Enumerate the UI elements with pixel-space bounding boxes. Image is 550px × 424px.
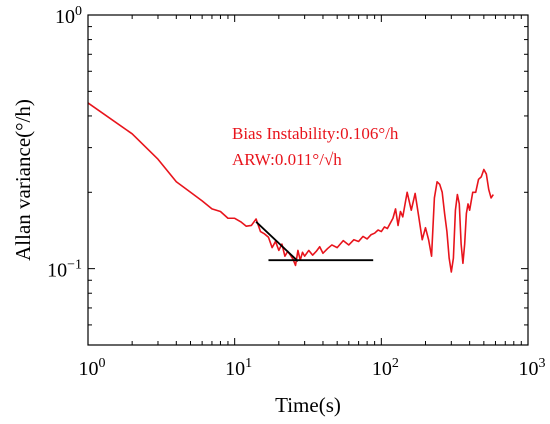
y-tick-label: 100	[55, 4, 82, 28]
y-axis-label: Allan variance(°/h)	[11, 99, 35, 261]
x-tick-label: 102	[372, 356, 399, 380]
plot-frame	[87, 14, 529, 346]
allan-variance-curve	[87, 102, 494, 273]
arw-fit-line	[255, 221, 299, 262]
x-tick-label: 100	[79, 356, 106, 380]
y-tick-label: 10−1	[47, 258, 82, 282]
tick-labels: 100 101 102 103 10−1 100	[47, 4, 545, 380]
series-group	[87, 102, 494, 273]
tick-marks	[87, 14, 528, 346]
x-tick-label: 103	[519, 356, 546, 380]
x-tick-label: 101	[225, 356, 252, 380]
bias-instability-annotation: Bias Instability:0.106°/h	[232, 124, 399, 143]
x-axis-label: Time(s)	[275, 393, 341, 417]
arw-annotation: ARW:0.011°/√h	[232, 150, 342, 169]
